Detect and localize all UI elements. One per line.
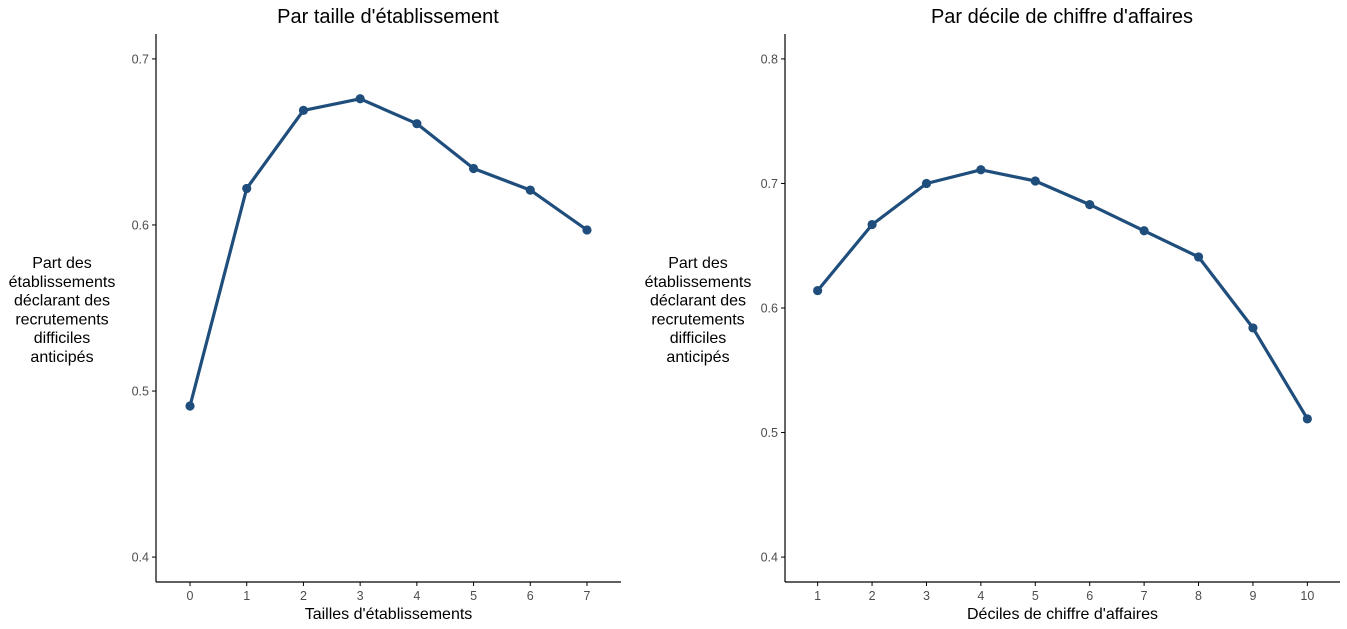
data-point (976, 165, 986, 175)
data-point (921, 178, 932, 189)
data-point (1085, 200, 1095, 210)
y-tick-label: 0.6 (132, 218, 149, 232)
x-tick-label: 4 (977, 589, 984, 603)
x-tick-label: 0 (187, 589, 194, 603)
series-line (188, 97, 589, 408)
chart-title: Par taille d'établissement (277, 6, 499, 28)
x-axis-title: Déciles de chiffre d'affaires (967, 606, 1158, 623)
x-tick-label: 1 (814, 589, 821, 603)
y-tick-label: 0.7 (761, 177, 778, 191)
data-point (298, 105, 309, 115)
data-point (525, 185, 535, 195)
y-axis-title-line: établissements (645, 274, 752, 291)
y-axis-title-line: anticipés (30, 349, 93, 366)
y-axis-title-line: déclarant des (14, 293, 110, 310)
x-tick-label: 7 (1141, 589, 1148, 603)
series-line (815, 168, 1310, 421)
x-tick-label: 3 (357, 589, 364, 603)
y-tick-label: 0.4 (761, 551, 778, 565)
y-axis-title-line: déclarant des (650, 293, 746, 310)
data-point (185, 401, 195, 411)
y-tick-label: 0.5 (761, 426, 778, 440)
data-point (412, 119, 422, 129)
y-axis-title-line: difficiles (34, 330, 91, 347)
data-point (1302, 414, 1312, 424)
data-point (242, 183, 252, 194)
y-axis-title-line: recrutements (651, 311, 744, 328)
x-tick-label: 2 (869, 589, 876, 603)
x-tick-label: 9 (1249, 589, 1256, 603)
x-tick-label: 6 (1086, 589, 1093, 603)
data-point (1248, 323, 1258, 333)
x-tick-label: 10 (1300, 589, 1314, 603)
x-tick-label: 6 (527, 589, 534, 603)
y-axis-title-line: anticipés (666, 349, 729, 366)
y-tick-label: 0.5 (132, 385, 149, 399)
x-axis-title: Tailles d'établissements (305, 606, 473, 623)
y-tick-label: 0.8 (761, 52, 778, 66)
data-point (582, 225, 592, 235)
data-point (1139, 226, 1149, 236)
data-point (468, 163, 479, 174)
x-tick-label: 2 (300, 589, 307, 603)
data-point (867, 219, 877, 230)
y-axis-title-line: Part des (32, 255, 92, 272)
data-point (355, 94, 365, 104)
data-point (1030, 176, 1040, 186)
x-tick-label: 8 (1195, 589, 1202, 603)
data-point (813, 285, 823, 296)
x-tick-label: 5 (1032, 589, 1039, 603)
y-tick-label: 0.4 (132, 551, 149, 565)
data-point (1193, 252, 1204, 262)
chart-panel-decile: Par décile de chiffre d'affaires 0.4 0.5 0.… (645, 6, 1340, 623)
chart-panel-size: Par taille d'établissement 0.4 0.5 0.6 0.7 0 1… (9, 6, 621, 623)
y-axis-title-line: difficiles (670, 330, 727, 347)
y-tick-label: 0.7 (132, 52, 149, 66)
x-tick-label: 7 (583, 589, 590, 603)
x-tick-label: 1 (243, 589, 250, 603)
chart-title: Par décile de chiffre d'affaires (931, 6, 1193, 28)
y-axis-title-line: Part des (668, 255, 728, 272)
y-tick-label: 0.6 (761, 302, 778, 316)
x-tick-label: 4 (413, 589, 420, 603)
y-axis-title-line: recrutements (15, 311, 108, 328)
x-tick-label: 3 (923, 589, 930, 603)
y-axis-title: Part des établissements déclarant des recru… (645, 255, 752, 366)
y-axis-title-line: établissements (9, 274, 116, 291)
x-tick-label: 5 (470, 589, 477, 603)
y-axis-title: Part des établissements déclarant des recru… (9, 255, 116, 366)
